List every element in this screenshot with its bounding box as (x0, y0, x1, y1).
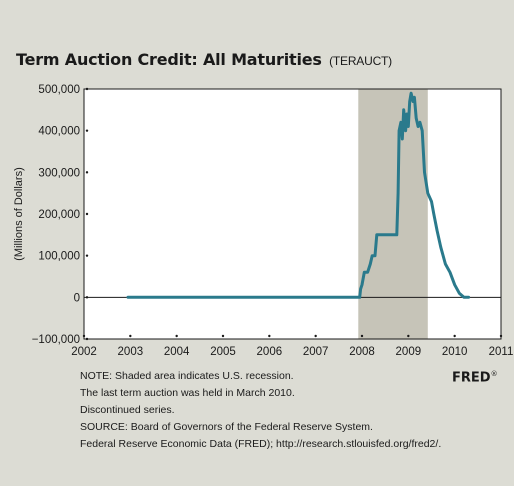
x-tick-label: 2004 (164, 346, 190, 358)
x-tick-label: 2007 (303, 346, 329, 358)
y-tick-dot (85, 296, 89, 299)
x-tick-label: 2003 (118, 346, 144, 358)
x-tick-dot (221, 334, 225, 338)
fred-registered-mark: ® (490, 370, 498, 378)
y-tick-dot (85, 337, 89, 341)
x-tick-dot (314, 334, 317, 338)
x-tick-dot (453, 334, 456, 338)
y-tick-markers (85, 87, 89, 341)
y-tick-dot (85, 212, 89, 216)
series-code: (TERAUCT) (329, 54, 392, 68)
y-tick-dot (85, 254, 89, 257)
y-tick-dot (85, 129, 89, 132)
x-tick-labels: 2002 2003 2004 2005 2006 2007 2008 2009 2010 2011 (71, 346, 513, 358)
x-tick-label: 2008 (349, 346, 375, 358)
x-tick-dot (268, 334, 271, 338)
note-recession: NOTE: Shaded area indicates U.S. recessi… (80, 370, 294, 382)
series-line (126, 91, 471, 299)
plot-area (83, 88, 502, 340)
y-tick-dot (85, 87, 89, 91)
y-tick-label: −100,000 (32, 334, 80, 346)
y-tick-dot (85, 171, 89, 174)
y-tick-label: 0 (74, 292, 80, 304)
y-tick-label: 200,000 (38, 209, 80, 221)
x-tick-label: 2011 (489, 346, 514, 358)
chart-title-text: Term Auction Credit: All Maturities (16, 50, 322, 69)
x-tick-label: 2002 (71, 346, 97, 358)
x-tick-label: 2005 (210, 346, 236, 358)
x-tick-dot (129, 334, 132, 338)
x-tick-label: 2010 (442, 346, 468, 358)
note-source: SOURCE: Board of Governors of the Federa… (80, 421, 373, 433)
x-tick-markers (82, 334, 503, 338)
y-tick-label: 100,000 (38, 251, 80, 263)
x-tick-label: 2006 (257, 346, 283, 358)
y-tick-labels: 500,000 400,000 300,000 200,000 100,000 0 −100… (32, 84, 80, 346)
y-tick-label: 500,000 (38, 84, 80, 96)
x-tick-dot (175, 334, 178, 338)
y-tick-label: 300,000 (38, 167, 80, 179)
y-axis-label: (Millions of Dollars) (13, 167, 25, 261)
fred-logo: FRED® (452, 370, 498, 385)
note-fred-url: Federal Reserve Economic Data (FRED); ht… (80, 438, 442, 450)
notes: NOTE: Shaded area indicates U.S. recessi… (80, 368, 441, 453)
x-tick-dot (82, 334, 86, 338)
x-tick-label: 2009 (396, 346, 422, 358)
note-last-auction: The last term auction was held in March … (80, 387, 295, 399)
x-tick-dot (499, 334, 503, 338)
fred-logo-text: FRED (452, 370, 491, 386)
chart-title: Term Auction Credit: All Maturities (TER… (16, 50, 392, 69)
note-discontinued: Discontinued series. (80, 404, 175, 416)
x-tick-dot (407, 334, 410, 338)
y-tick-label: 400,000 (38, 126, 80, 138)
x-tick-dot (360, 334, 364, 338)
